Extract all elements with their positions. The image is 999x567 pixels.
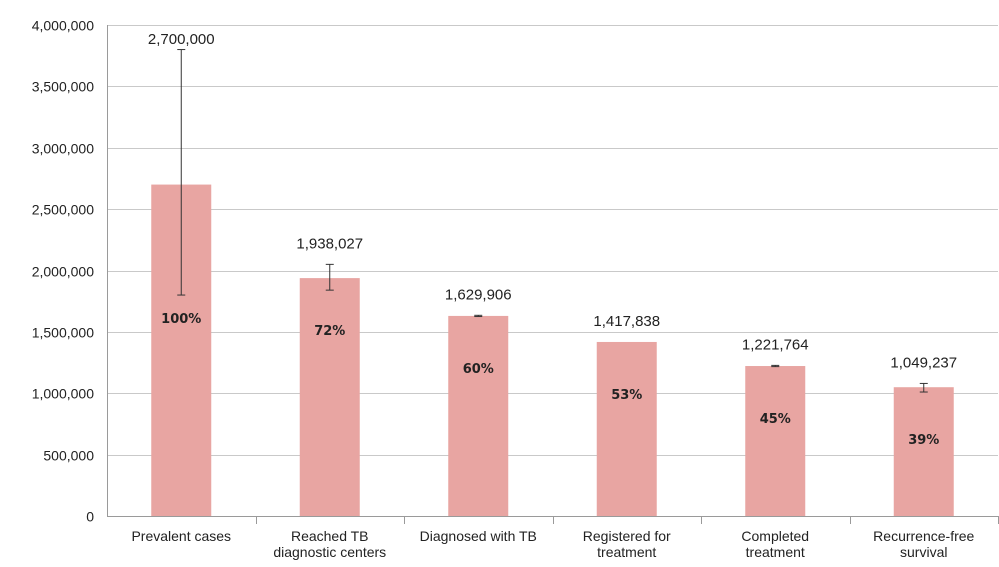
x-category-label: Reached TB	[291, 528, 369, 544]
error-bar	[919, 382, 928, 393]
value-label: 1,417,838	[593, 313, 660, 330]
x-category-label: Prevalent cases	[131, 528, 231, 544]
y-tick-label: 2,500,000	[32, 202, 94, 218]
bar	[893, 387, 954, 516]
error-bar	[474, 314, 483, 318]
percent-label: 45%	[760, 412, 791, 427]
x-category-label: Diagnosed with TB	[420, 528, 537, 544]
percent-label: 72%	[314, 324, 345, 339]
data-labels: 2,700,000 100% 1,938,027 72% 1,629,906 60% 1,4…	[148, 31, 957, 448]
value-label: 1,049,237	[890, 354, 957, 371]
percent-label: 39%	[908, 433, 939, 448]
percent-label: 53%	[611, 388, 642, 403]
value-label: 1,938,027	[296, 235, 363, 252]
x-category-label: survival	[900, 544, 947, 560]
y-tick-label: 1,500,000	[32, 325, 94, 341]
y-tick-label: 500,000	[43, 448, 94, 464]
y-tick-label: 0	[86, 509, 94, 525]
bar	[448, 315, 509, 516]
percent-label: 60%	[463, 362, 494, 377]
error-bar	[177, 49, 186, 296]
bars	[151, 184, 954, 516]
y-tick-label: 1,000,000	[32, 386, 94, 402]
error-bar	[771, 364, 780, 368]
bar	[745, 366, 806, 516]
error-bar	[325, 263, 334, 291]
y-tick-label: 4,000,000	[32, 18, 94, 34]
x-category-label: treatment	[597, 544, 656, 560]
y-tick-label: 2,000,000	[32, 264, 94, 280]
y-tick-label: 3,500,000	[32, 79, 94, 95]
percent-label: 100%	[161, 312, 201, 327]
x-category-label: diagnostic centers	[273, 544, 386, 560]
gridlines	[107, 25, 998, 517]
value-label: 2,700,000	[148, 31, 215, 48]
x-category-label: Registered for	[583, 528, 671, 544]
value-label: 1,629,906	[445, 286, 512, 303]
bar	[596, 341, 657, 516]
x-category-label: treatment	[746, 544, 805, 560]
y-axis: 0 500,000 1,000,000 1,500,000 2,000,000 2,500…	[32, 18, 108, 525]
x-category-label: Completed	[741, 528, 809, 544]
bar	[299, 278, 360, 516]
x-category-label: Recurrence-free	[873, 528, 974, 544]
value-label: 1,221,764	[742, 336, 809, 353]
y-tick-label: 3,000,000	[32, 141, 94, 157]
error-bars	[177, 49, 928, 393]
